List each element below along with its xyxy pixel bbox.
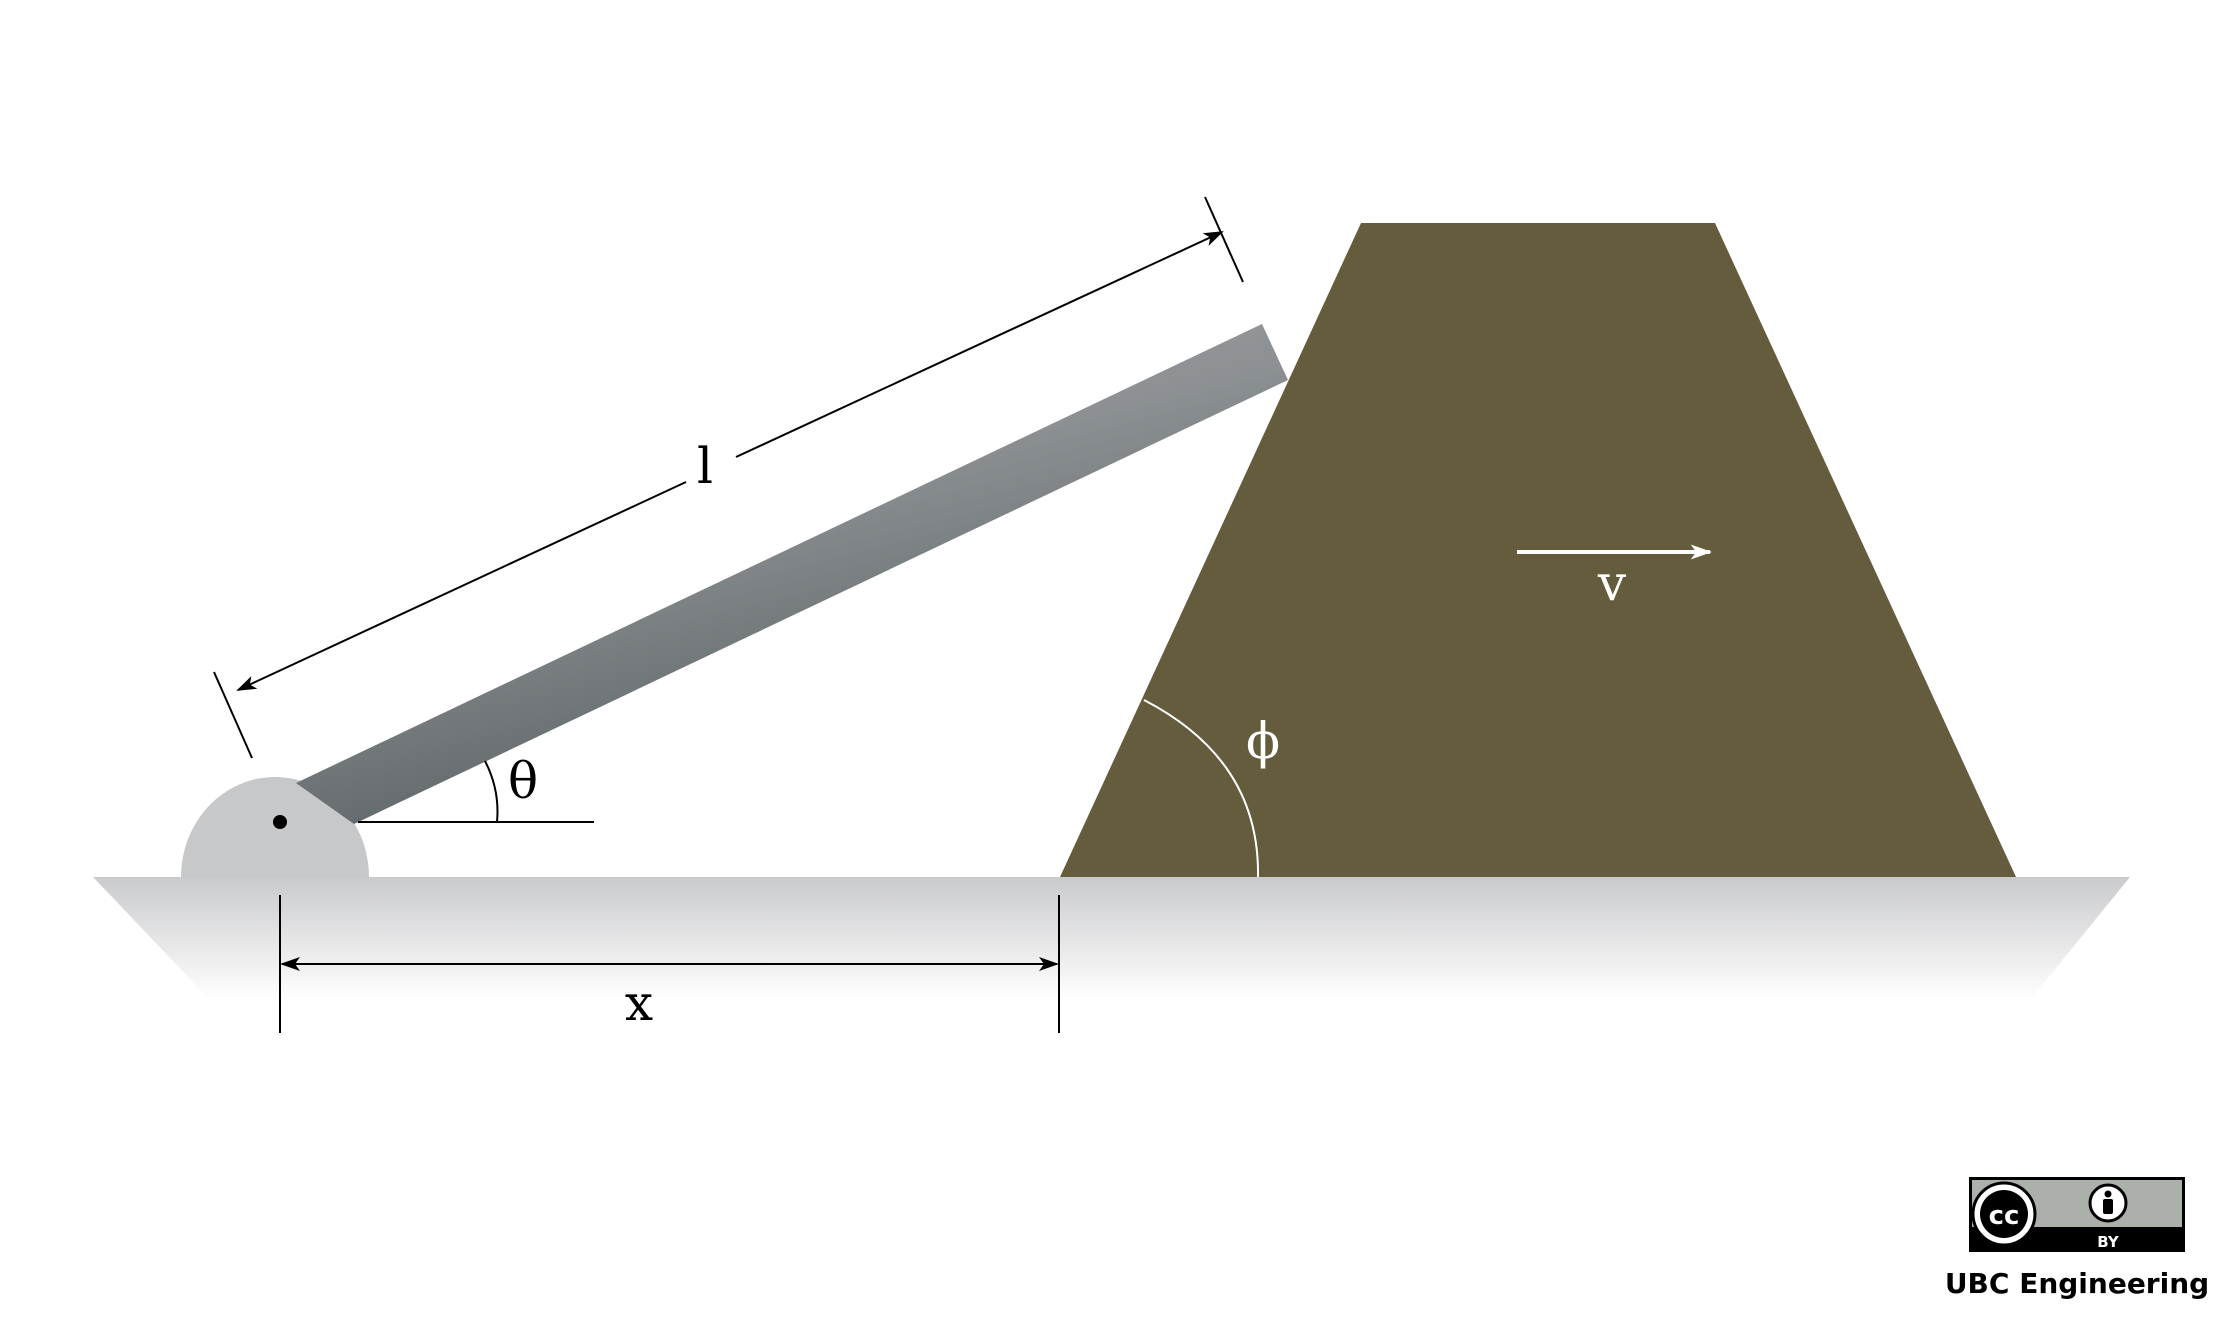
pivot-support — [181, 777, 369, 877]
cc-icon-text: cc — [1989, 1201, 2020, 1231]
theta-arc — [484, 760, 499, 823]
by-label: BY — [2097, 1233, 2120, 1251]
distance-label: x — [625, 974, 653, 1032]
rod — [296, 324, 1288, 824]
length-dimension-line-upper — [735, 231, 1224, 458]
velocity-label: v — [1597, 554, 1627, 612]
length-extension-left — [213, 671, 253, 759]
phi-arc — [1143, 699, 1260, 878]
ground-surface — [93, 877, 2130, 1000]
pivot-pin — [273, 815, 287, 829]
organization-label: UBC Engineering — [1945, 1267, 2209, 1300]
length-label: l — [697, 437, 713, 495]
phi-label: ϕ — [1246, 712, 1280, 770]
cc-by-license-badge: cc BY — [1969, 1177, 2185, 1252]
theta-label: θ — [508, 752, 538, 810]
length-dimension-line-lower — [236, 481, 687, 691]
length-extension-right — [1204, 196, 1244, 283]
